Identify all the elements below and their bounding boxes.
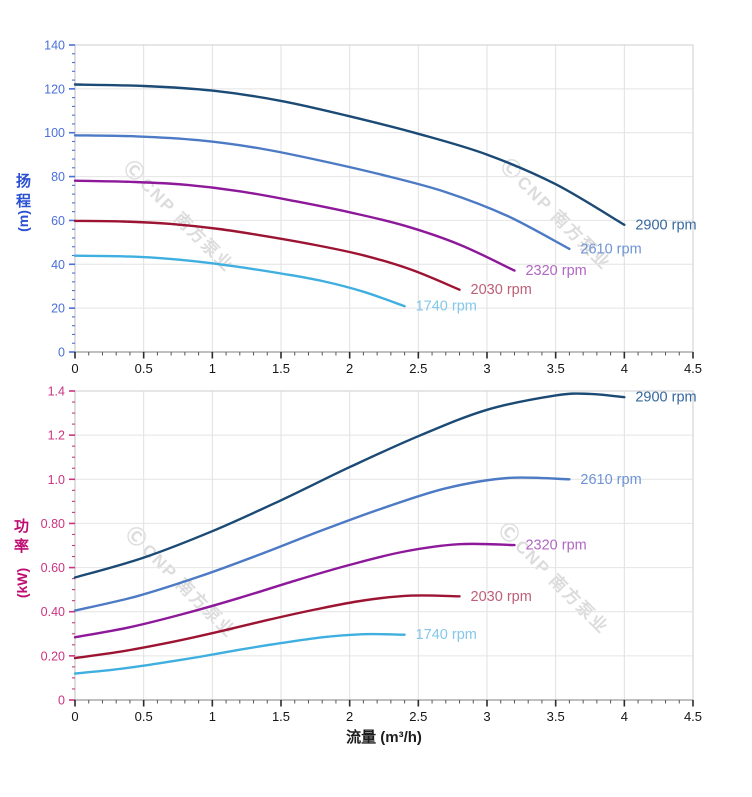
power-chart-y-tick-label: 0.40	[41, 605, 65, 619]
head-chart-x-tick-label: 4	[621, 361, 628, 376]
head-chart-y-tick-label: 100	[44, 126, 65, 140]
head-chart-y-tick-label: 20	[51, 302, 65, 316]
power-chart-y-tick-label: 0	[58, 694, 65, 708]
head-chart-curve-2030-rpm	[73, 219, 461, 291]
power-chart-label-2610-rpm: 2610 rpm	[580, 472, 641, 488]
power-chart-x-tick-label: 2.5	[409, 709, 427, 724]
head-chart-label-2610-rpm: 2610 rpm	[580, 241, 641, 257]
power-chart-label-2030-rpm: 2030 rpm	[471, 589, 532, 605]
power-chart-x-tick-label: 2	[346, 709, 353, 724]
head-chart-y-tick-label: 0	[58, 346, 65, 360]
power-chart-label-2320-rpm: 2320 rpm	[525, 538, 586, 554]
head-chart-x-tick-label: 0.5	[135, 361, 153, 376]
power-chart-x-tick-label: 0	[71, 709, 78, 724]
power-chart-x-tick-label: 1.5	[272, 709, 290, 724]
head-chart-y-tick-label: 120	[44, 82, 65, 96]
power-chart-y-tick-label: 0.60	[41, 561, 65, 575]
power-chart-curve-2030-rpm	[73, 594, 461, 660]
power-chart-x-tick-label: 0.5	[135, 709, 153, 724]
head-chart-y-tick-label: 140	[44, 39, 65, 53]
head-chart-x-tick-label: 3	[483, 361, 490, 376]
power-chart-x-tick-label: 3.5	[547, 709, 565, 724]
head-chart-x-tick-label: 1.5	[272, 361, 290, 376]
power-chart-curve-2320-rpm	[73, 542, 516, 639]
head-chart-curve-1740-rpm	[73, 254, 406, 308]
head-chart-x-tick-label: 3.5	[547, 361, 565, 376]
head-axis-unit: (m)	[15, 210, 31, 232]
power-axis-title: 功率	[13, 518, 29, 555]
power-chart-curve-1740-rpm	[73, 632, 406, 675]
power-chart-curve-2900-rpm	[73, 392, 626, 579]
head-chart-y-tick-label: 80	[51, 170, 65, 184]
power-axis-unit: (kW)	[14, 567, 30, 599]
head-chart-label-1740-rpm: 1740 rpm	[416, 299, 477, 315]
head-chart-x-tick-label: 2	[346, 361, 353, 376]
power-chart-x-tick-label: 4.5	[684, 709, 702, 724]
head-chart-x-tick-label: 4.5	[684, 361, 702, 376]
power-chart-label-1740-rpm: 1740 rpm	[416, 627, 477, 643]
power-chart-x-tick-label: 1	[209, 709, 216, 724]
head-chart-curve-2900-rpm	[73, 83, 626, 226]
power-chart-y-tick-label: 1.2	[48, 429, 65, 443]
power-chart-plot-border	[75, 390, 694, 700]
power-chart-y-tick-label: 1.4	[48, 385, 65, 399]
head-chart-label-2320-rpm: 2320 rpm	[525, 263, 586, 279]
power-chart-label-2900-rpm: 2900 rpm	[635, 390, 696, 406]
head-chart-y-tick-label: 40	[51, 258, 65, 272]
flow-axis-title: 流量 (m³/h)	[346, 729, 422, 746]
head-chart-curve-2320-rpm	[73, 179, 516, 272]
power-chart-x-tick-label: 4	[621, 709, 628, 724]
power-chart-y-tick-label: 1.0	[48, 473, 65, 487]
power-chart-y-tick-label: 0.20	[41, 649, 65, 663]
head-chart-y-tick-label: 60	[51, 214, 65, 228]
head-chart-x-tick-label: 0	[71, 361, 78, 376]
power-chart-x-tick-label: 3	[483, 709, 490, 724]
head-chart-plot-border	[75, 44, 694, 352]
head-chart-x-tick-label: 2.5	[409, 361, 427, 376]
head-chart-label-2030-rpm: 2030 rpm	[471, 282, 532, 298]
power-chart-curve-2610-rpm	[73, 476, 571, 612]
head-chart-curve-2610-rpm	[73, 134, 571, 251]
head-chart-x-tick-label: 1	[209, 361, 216, 376]
head-chart-label-2900-rpm: 2900 rpm	[635, 217, 696, 233]
head-axis-title: 扬程	[15, 173, 31, 210]
power-chart-y-tick-label: 0.80	[41, 517, 65, 531]
